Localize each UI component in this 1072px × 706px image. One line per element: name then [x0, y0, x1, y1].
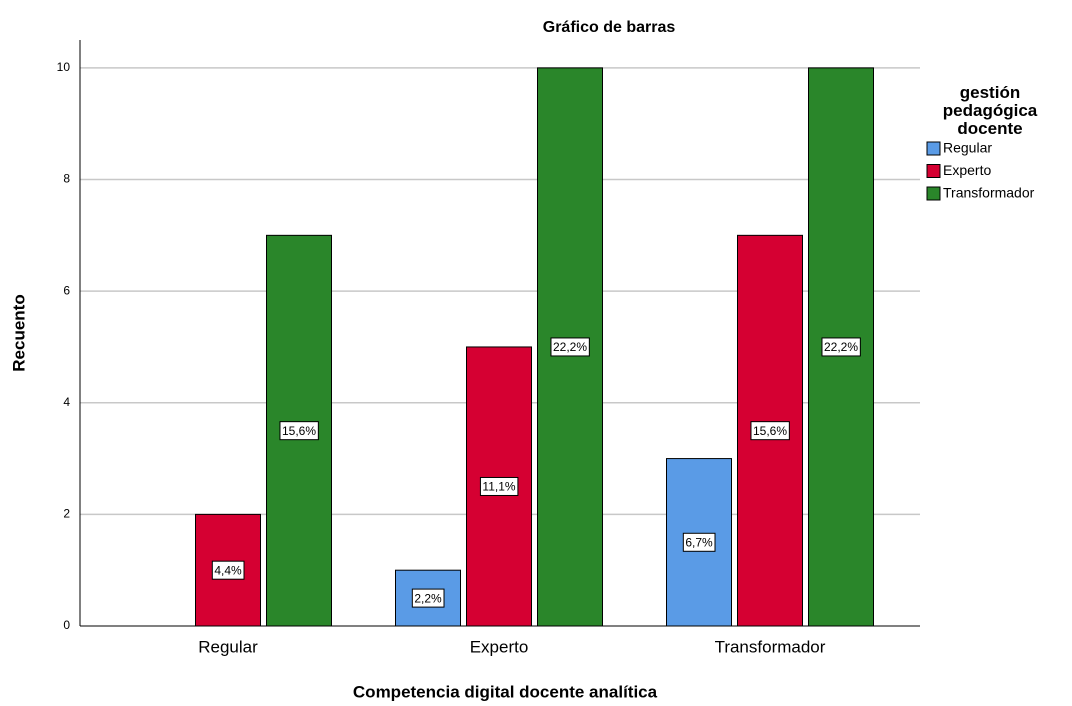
chart-title: Gráfico de barras — [543, 19, 676, 36]
legend-swatch — [926, 186, 941, 201]
value-label-box — [821, 337, 861, 357]
x-tick-label: Regular — [198, 637, 258, 656]
value-label: 2,2% — [414, 591, 442, 605]
value-label: 22,2% — [824, 340, 858, 354]
value-label-box — [750, 421, 790, 441]
legend-label: Transformador — [943, 185, 1035, 201]
value-label: 11,1% — [482, 480, 515, 494]
value-label-box — [682, 532, 716, 552]
y-tick-label: 0 — [63, 618, 70, 632]
x-tick-label: Transformador — [715, 637, 826, 656]
value-label: 15,6% — [282, 424, 316, 438]
y-tick-label: 8 — [63, 172, 70, 186]
value-label-box — [479, 476, 519, 496]
legend-swatch — [926, 164, 941, 178]
legend-label: Experto — [943, 162, 991, 178]
value-label: 4,4% — [214, 563, 242, 577]
value-label: 22,2% — [553, 340, 587, 354]
value-label-box — [411, 588, 445, 608]
y-tick-label: 2 — [63, 507, 70, 521]
y-tick-label: 4 — [63, 395, 70, 409]
value-label: 6,7% — [685, 535, 713, 549]
x-axis-label: Competencia digital docente analítica — [353, 682, 658, 701]
value-label-box — [211, 560, 245, 580]
legend-swatch — [926, 141, 941, 156]
legend-label: Regular — [943, 140, 992, 156]
legend-title: gestión pedagógica docente — [942, 83, 1038, 138]
y-tick-label: 6 — [63, 283, 70, 297]
value-label-box — [279, 421, 319, 441]
y-tick-label: 10 — [57, 60, 71, 74]
value-label-box — [550, 337, 590, 357]
y-axis-label: Recuento — [9, 294, 28, 371]
value-label: 15,6% — [753, 424, 787, 438]
x-tick-label: Experto — [470, 637, 529, 656]
